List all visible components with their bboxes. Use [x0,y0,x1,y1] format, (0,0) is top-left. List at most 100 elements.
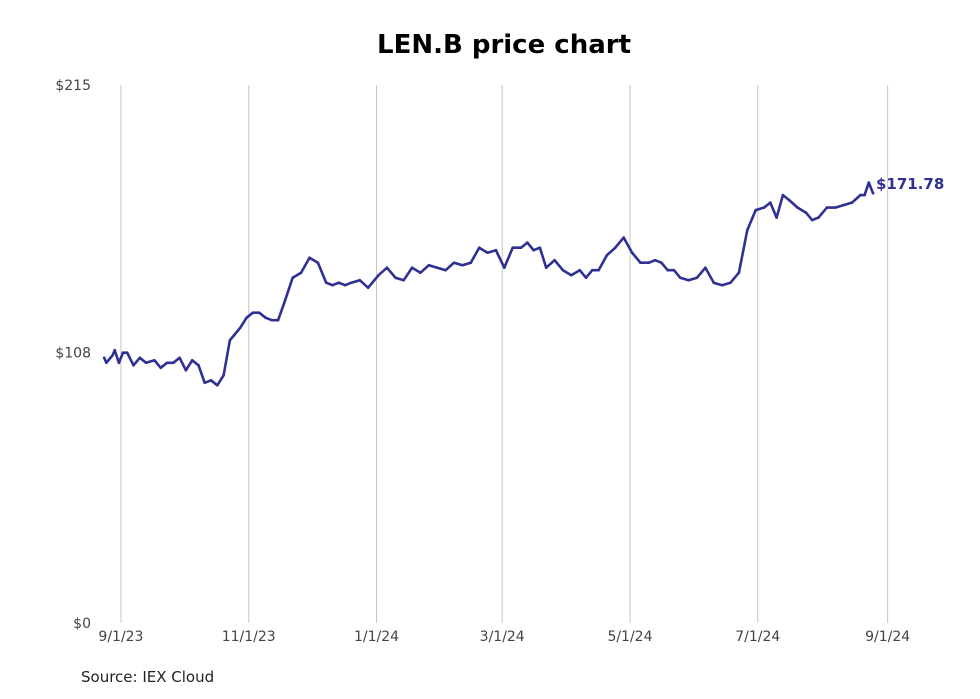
price-point [111,354,114,357]
price-point [519,246,523,249]
price-point [477,246,481,249]
y-axis-ticks: $0 $108 $215 [55,78,91,632]
price-point [331,283,334,287]
price-point [605,253,609,257]
price-point [729,281,732,285]
price-point [316,261,320,265]
x-axis-ticks: 9/1/23 11/1/23 1/1/24 3/1/24 5/1/24 7/1/24 9/1… [98,629,910,645]
price-point [526,241,529,244]
price-point [630,251,634,254]
price-point [216,384,219,387]
price-point [299,271,303,275]
price-point [125,351,129,355]
price-point [871,191,875,195]
price-series: $171.78 [102,175,944,387]
price-point [197,364,200,367]
price-point [704,266,707,270]
price-point [775,216,778,219]
price-point [461,263,464,267]
price-point [257,311,261,315]
price-point [153,359,156,362]
price-point [377,273,380,277]
price-point [113,348,116,352]
price-point [410,266,414,270]
price-point [102,356,106,360]
price-point [121,351,125,355]
price-point [511,246,514,249]
x-tick-label: 3/1/24 [480,629,525,645]
x-tick-label: 11/1/23 [222,629,276,645]
price-point [245,316,248,320]
price-point [762,206,766,209]
price-point [209,379,213,382]
price-point [324,281,328,285]
price-point [695,276,699,280]
price-point [863,193,866,197]
price-point [810,218,814,222]
price-point [190,359,194,362]
y-tick-label: $215 [55,78,91,94]
y-tick-label: $0 [73,616,91,632]
price-point [804,211,808,214]
price-point [228,338,232,342]
price-point [712,281,716,285]
price-point [591,268,594,272]
price-point [251,311,255,315]
price-point [337,281,341,285]
price-point [553,258,556,262]
last-price-label: $171.78 [876,175,944,193]
x-tick-label: 9/1/24 [865,629,910,645]
price-point [222,374,225,377]
price-point [486,251,489,254]
price-point [270,318,274,322]
price-point [561,268,565,272]
price-point [276,318,280,322]
price-point [781,193,785,197]
price-point [584,276,588,280]
price-point [105,361,108,365]
price-point [867,181,871,184]
price-point [184,369,188,372]
price-point [469,261,473,265]
price-point [796,206,799,209]
price-point [144,361,148,365]
price-point [578,268,581,272]
price-point [494,248,498,252]
price-point [666,268,669,272]
price-point [622,236,625,239]
price-point [842,203,845,207]
price-point [639,261,642,265]
price-point [660,261,663,265]
price-point [117,361,121,365]
price-point [159,366,162,370]
price-point [394,276,397,280]
price-point [532,248,535,252]
y-tick-label: $108 [55,346,91,362]
chart-title: LEN.B price chart [377,30,631,60]
price-point [427,263,431,267]
price-point [385,266,389,270]
gridlines [120,85,889,623]
source-note: Source: IEX Cloud [81,668,215,686]
price-point [203,381,206,385]
price-point [444,268,447,272]
price-point [737,271,741,275]
price-point [769,201,772,204]
price-point [647,261,651,265]
price-point [859,193,862,197]
price-point [825,206,829,209]
price-point [653,258,657,262]
price-point [538,246,542,249]
price-point [358,278,362,282]
price-point [687,278,690,282]
price-point [834,206,837,209]
price-point [503,266,506,270]
price-point [178,356,181,360]
price-point [754,208,757,212]
price-point [132,364,135,367]
x-tick-label: 1/1/24 [354,629,399,645]
price-point [452,261,456,265]
price-point [614,246,617,249]
price-point [366,286,370,290]
x-tick-label: 9/1/23 [98,629,143,645]
